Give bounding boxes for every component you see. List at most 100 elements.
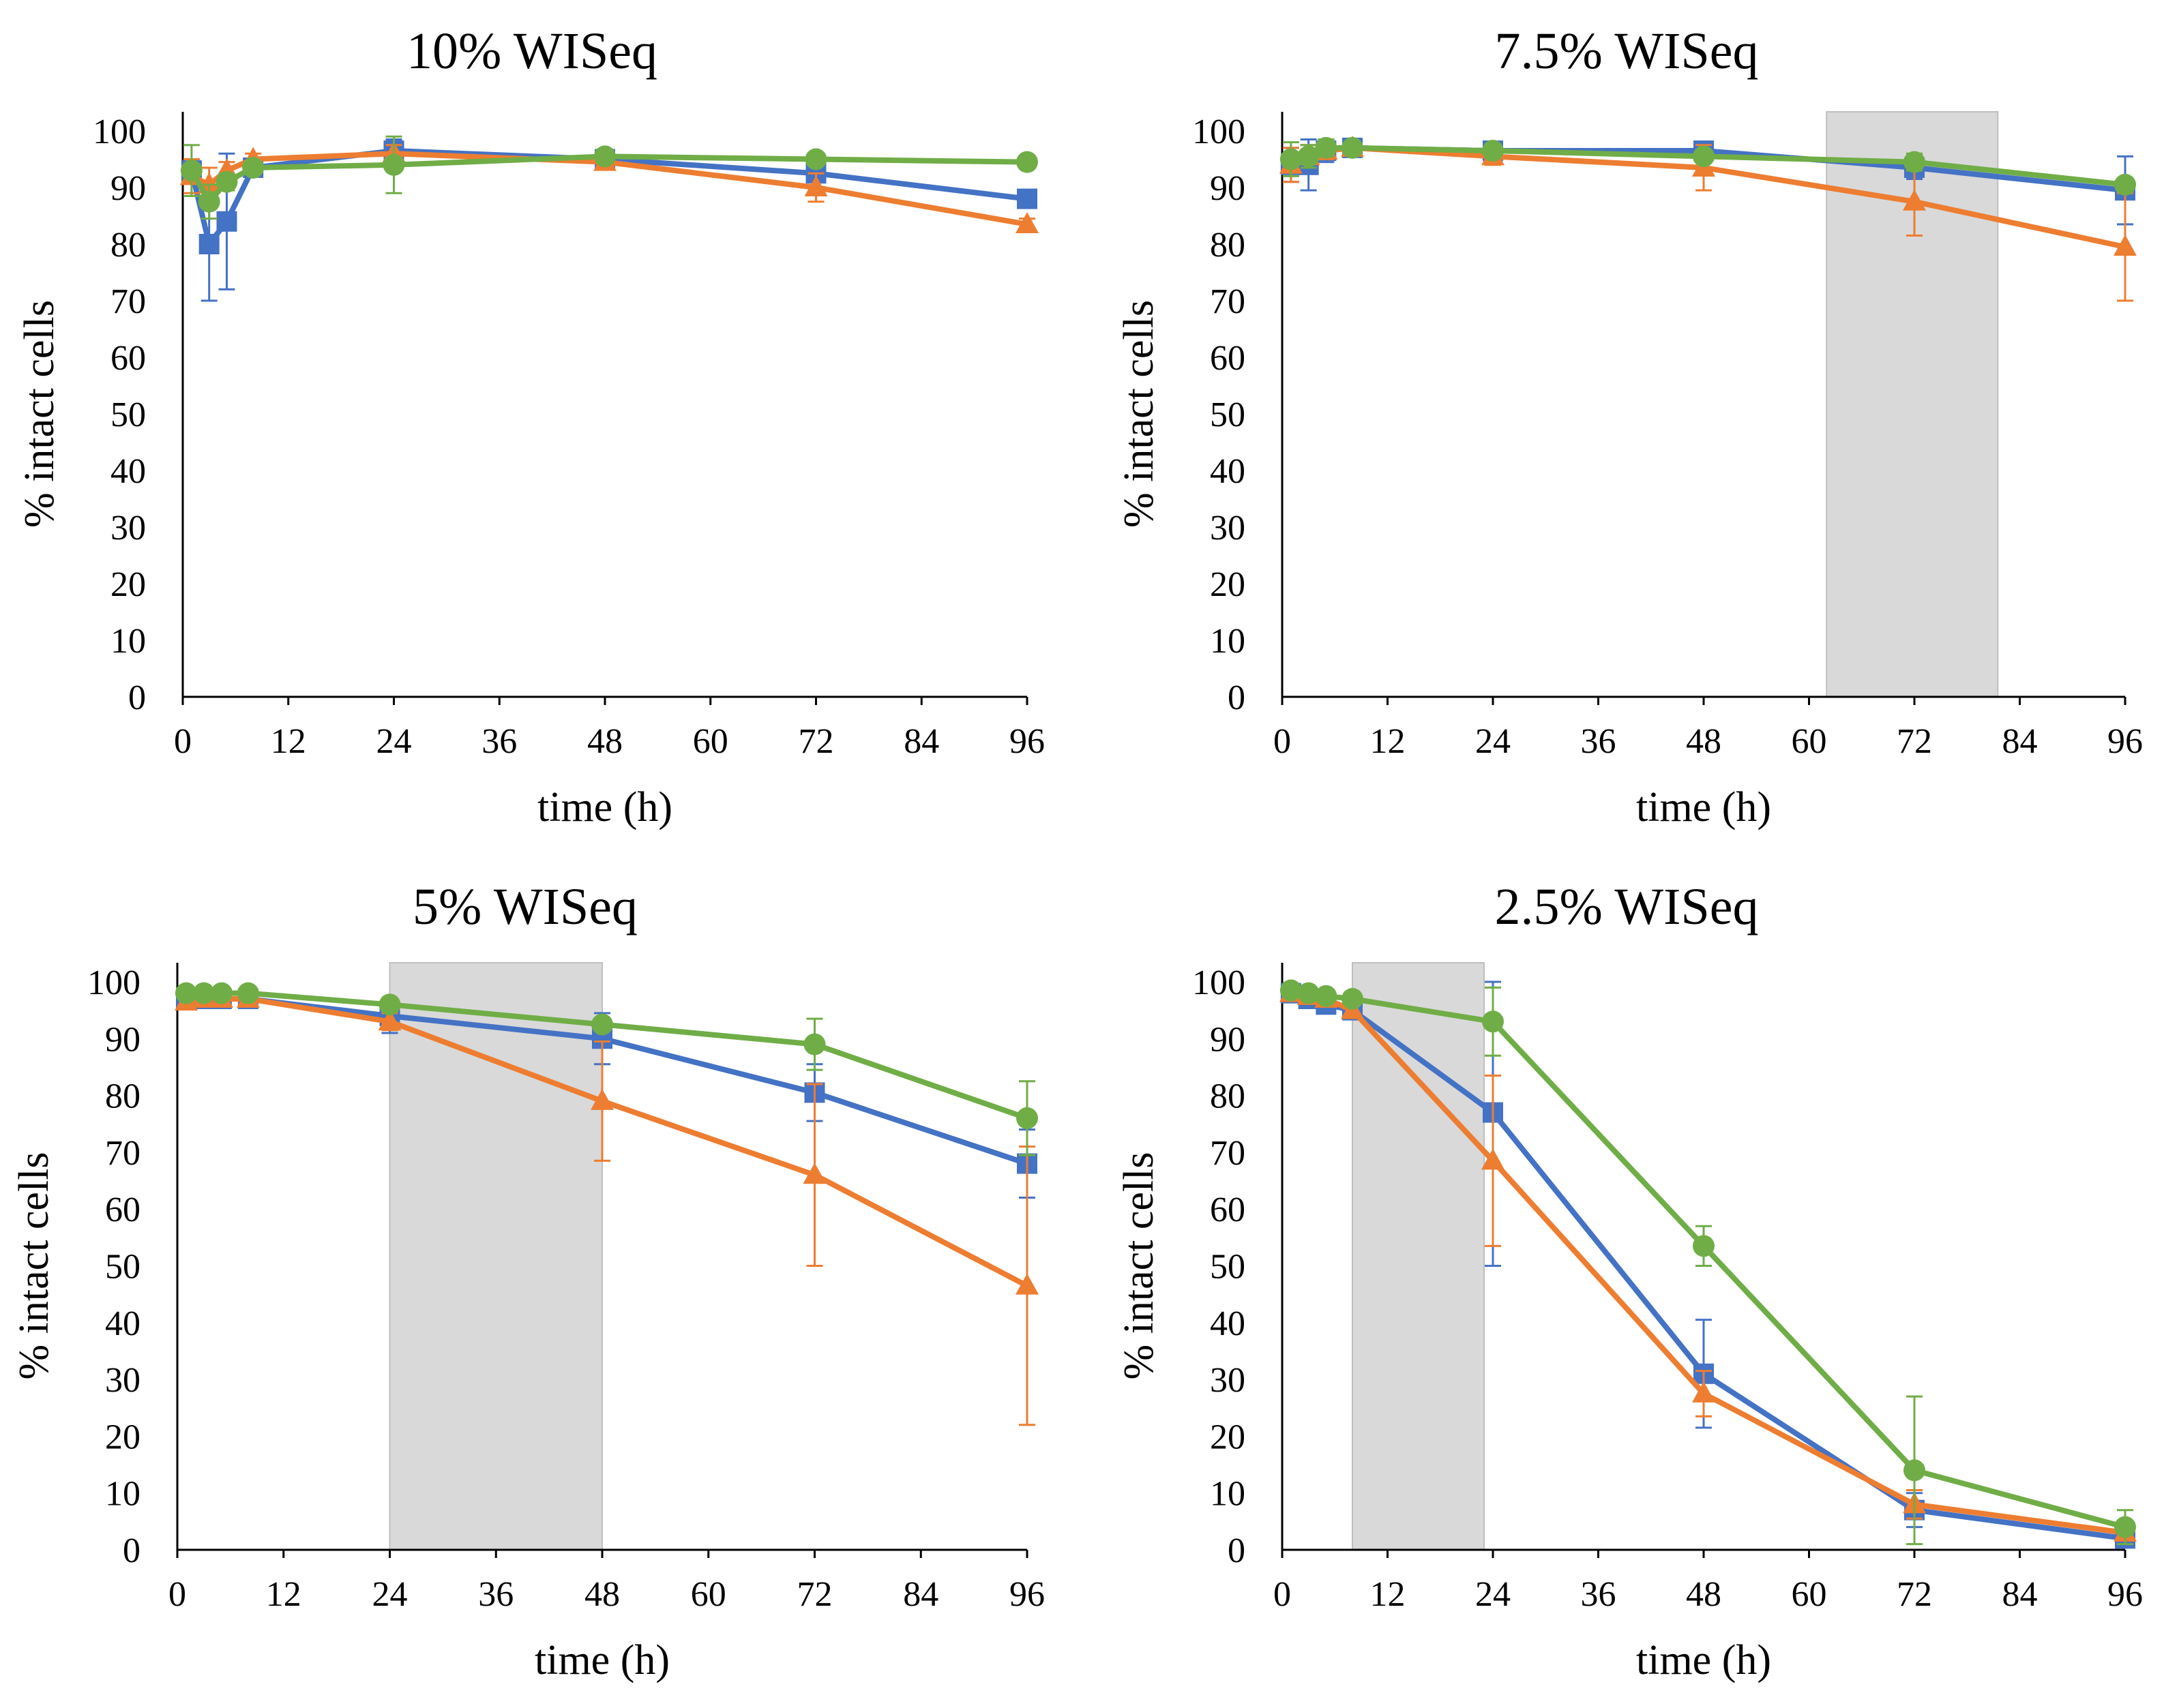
data-point [1903, 189, 1926, 211]
series-green [180, 135, 1038, 220]
data-point [803, 1163, 827, 1184]
y-tick-label: 80 [105, 1077, 140, 1116]
y-tick-label: 50 [105, 1248, 140, 1287]
x-tick-label: 96 [2107, 722, 2143, 761]
y-tick-label: 100 [87, 963, 140, 1002]
x-tick-label: 96 [2107, 1575, 2143, 1614]
data-point [1297, 982, 1320, 1004]
y-tick-label: 80 [110, 226, 146, 265]
x-tick-label: 0 [168, 1575, 186, 1614]
x-tick-label: 24 [372, 1575, 408, 1614]
y-tick-label: 10 [1210, 1475, 1245, 1514]
data-point [180, 160, 203, 182]
x-tick-label: 12 [271, 722, 306, 761]
data-point [1482, 1010, 1504, 1033]
y-tick-label: 10 [110, 622, 146, 661]
y-tick-label: 70 [1210, 1134, 1245, 1173]
chart-panel-2: 7.5% WISeq 0 10 20 30 40 50 60 70 80 90 100 0 12 24 36 4… [1116, 23, 2143, 830]
y-tick-label: 100 [1192, 113, 1245, 151]
data-point [1693, 1235, 1715, 1257]
data-point [237, 982, 259, 1004]
chart-panel-4: 2.5% WISeq 0 10 20 30 40 50 60 70 80 90 100 0 12 24 36 4… [1116, 878, 2143, 1683]
chart-title: 2.5% WISeq [1495, 878, 1759, 935]
data-point [1017, 188, 1037, 209]
data-point [1903, 1459, 1925, 1482]
data-point [1903, 151, 1925, 173]
y-tick-label: 20 [1210, 565, 1245, 604]
x-tick-label: 36 [1581, 722, 1616, 761]
y-tick-label: 100 [93, 113, 146, 151]
x-tick-label: 84 [2002, 722, 2038, 761]
data-point [804, 175, 828, 196]
chart-title: 5% WISeq [413, 878, 638, 935]
data-point [1016, 151, 1038, 173]
y-tick-label: 80 [1210, 226, 1245, 265]
data-point [378, 1009, 402, 1031]
x-tick-label: 72 [799, 722, 834, 761]
y-tick-label: 40 [105, 1304, 140, 1343]
data-point [1692, 1381, 1715, 1403]
x-tick-label: 0 [1273, 722, 1291, 761]
x-tick-label: 60 [691, 1575, 726, 1614]
x-tick-label: 48 [1686, 722, 1721, 761]
x-tick-label: 12 [266, 1575, 301, 1614]
y-axis-label: % intact cells [16, 300, 63, 528]
y-tick-label: 70 [110, 282, 146, 321]
data-point [1315, 136, 1337, 159]
data-point [1297, 145, 1320, 168]
data-point [1279, 979, 1302, 1002]
y-axis-label: % intact cells [11, 1152, 57, 1380]
x-tick-label: 24 [1475, 722, 1511, 761]
y-tick-label: 90 [1210, 1020, 1245, 1059]
data-point [1315, 985, 1337, 1007]
data-point [805, 148, 827, 170]
y-tick-label: 60 [1210, 339, 1245, 378]
x-tick-label: 72 [1897, 1575, 1932, 1614]
y-tick-label: 50 [110, 395, 146, 434]
y-tick-label: 0 [1228, 678, 1245, 717]
y-tick-label: 50 [1210, 1248, 1245, 1287]
chart-panel-3: 5% WISeq 0 10 20 30 40 50 60 70 80 90 100 0 12 24 36 48 6… [11, 878, 1045, 1683]
x-tick-label: 24 [1475, 1575, 1511, 1614]
x-axis-label: time (h) [535, 1637, 670, 1683]
series-green [1279, 979, 2136, 1546]
data-point [198, 234, 220, 254]
data-point [216, 211, 237, 232]
y-tick-label: 70 [1210, 282, 1245, 321]
chart-title: 10% WISeq [406, 23, 657, 80]
x-tick-label: 0 [1273, 1575, 1291, 1614]
shaded-region [389, 962, 603, 1550]
y-tick-label: 100 [1192, 963, 1245, 1002]
shaded-region [1352, 962, 1485, 1550]
data-point [1016, 211, 1039, 233]
data-point [1016, 1273, 1039, 1295]
data-point [591, 1088, 614, 1110]
x-tick-label: 36 [481, 722, 517, 761]
data-point [803, 1033, 826, 1055]
y-tick-label: 20 [105, 1418, 140, 1456]
data-point [242, 156, 265, 179]
x-tick-label: 96 [1009, 722, 1045, 761]
y-tick-label: 10 [105, 1475, 140, 1514]
x-axis-label: time (h) [1636, 784, 1771, 830]
y-tick-label: 20 [1210, 1418, 1245, 1456]
x-tick-label: 0 [174, 722, 192, 761]
x-tick-label: 72 [797, 1575, 833, 1614]
x-tick-label: 60 [693, 722, 728, 761]
x-tick-label: 84 [903, 1575, 938, 1614]
x-tick-label: 60 [1792, 722, 1827, 761]
y-tick-label: 0 [1228, 1531, 1245, 1570]
series-green [175, 982, 1038, 1156]
y-tick-label: 90 [1210, 169, 1245, 208]
data-point [2114, 235, 2137, 256]
y-tick-label: 40 [1210, 452, 1245, 491]
y-tick-label: 0 [123, 1531, 140, 1570]
data-point [383, 153, 405, 176]
data-point [1279, 148, 1302, 170]
y-tick-label: 90 [105, 1020, 140, 1059]
data-point [175, 982, 197, 1004]
data-point [594, 145, 616, 168]
y-tick-label: 0 [128, 678, 146, 717]
x-tick-label: 72 [1897, 722, 1932, 761]
data-point [1482, 140, 1504, 162]
